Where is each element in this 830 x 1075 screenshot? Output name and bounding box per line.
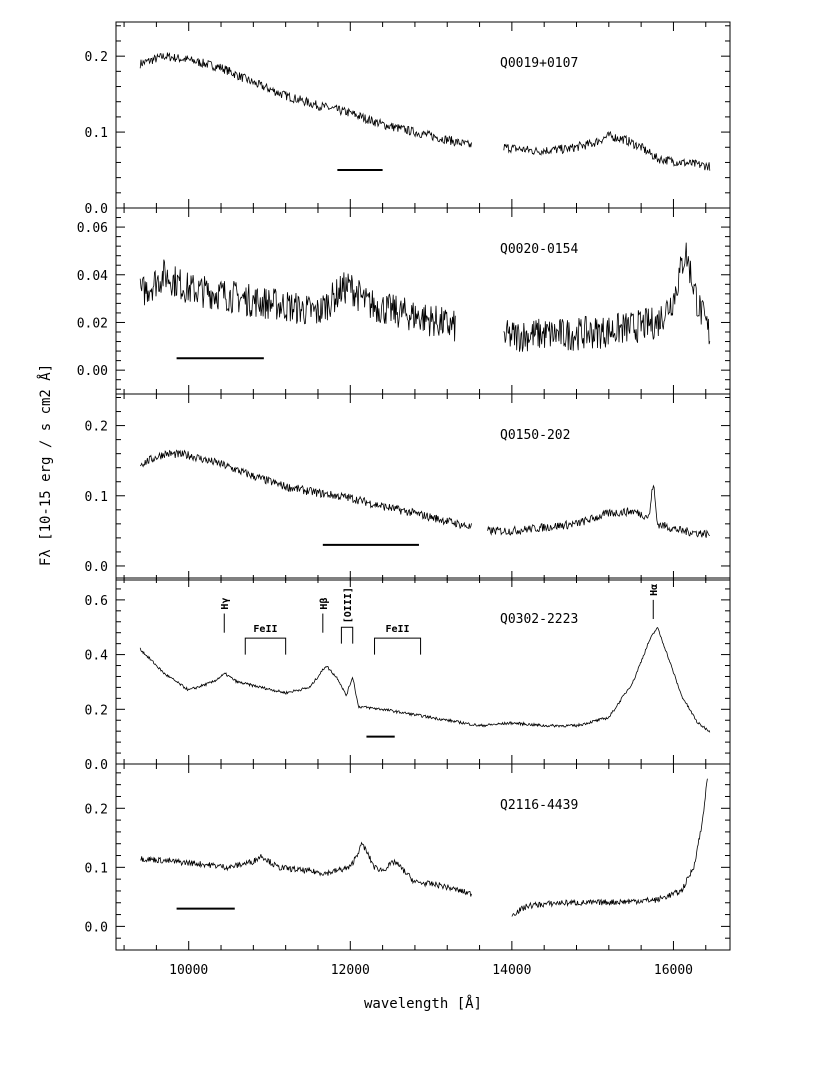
x-tick-label: 16000 [654,963,693,978]
panel-frame [115,207,731,395]
spectrum-series [139,52,472,148]
panel-frame [115,763,731,951]
y-tick-label: 0.00 [77,364,108,379]
panel-frame [115,21,731,209]
line-label: [OIII] [343,587,354,623]
y-tick-label: 0.0 [85,560,108,575]
x-tick-label: 10000 [169,963,208,978]
y-tick-label: 0.4 [85,649,109,664]
spectrum-series [503,130,711,171]
line-label: FeII [253,624,277,635]
x-tick-label: 12000 [331,963,370,978]
y-axis-title: Fλ [10-15 erg / s cm2 Å] [37,364,54,566]
y-tick-label: 0.04 [77,269,108,284]
spectrum-series [139,449,472,530]
panel-5: 0.0 0.1 0.2 Q2116-4439 [85,763,731,951]
object-name-label: Q0150-202 [500,428,570,443]
line-label: Hα [649,584,660,596]
object-name-label: Q2116-4439 [500,798,578,813]
y-tick-label: 0.0 [85,758,108,773]
panel-4: 0.0 0.2 0.4 0.6 Q0302-2223 Hγ FeII Hβ [OIII] FeII… [85,577,731,773]
y-tick-label: 0.1 [85,490,108,505]
y-tick-label: 0.1 [85,861,108,876]
y-tick-label: 0.2 [85,802,108,817]
panels-group: 0.0 0.1 0.2 Q0019+0107 0.00 0.02 0.04 0.06 Q0020… [77,21,731,978]
y-tick-label: 0.02 [77,316,108,331]
y-tick-label: 0.2 [85,703,108,718]
spectrum-series [140,841,472,897]
line-bracket [340,626,354,644]
object-name-label: Q0019+0107 [500,56,578,71]
y-tick-label: 0.2 [85,50,108,65]
y-tick-label: 0.0 [85,920,108,935]
line-label: Hβ [319,598,330,610]
y-tick-label: 0.2 [85,420,108,435]
object-name-label: Q0302-2223 [500,612,578,627]
line-label: Hγ [220,598,231,610]
panel-3: 0.0 0.1 0.2 Q0150-202 [85,393,731,581]
spectrum-series [139,259,456,342]
spectrum-series [503,242,711,352]
panel-frame [115,393,731,581]
y-tick-label: 0.6 [85,594,108,609]
line-label: FeII [386,624,410,635]
y-tick-label: 0.06 [77,221,108,236]
y-tick-label: 0.0 [85,202,108,217]
spectrum-series [511,778,708,917]
line-bracket [244,637,287,655]
object-name-label: Q0020-0154 [500,242,578,257]
line-bracket [374,637,422,655]
x-tick-label: 14000 [492,963,531,978]
panel-2: 0.00 0.02 0.04 0.06 Q0020-0154 [77,207,731,395]
spectrum-series [139,627,711,733]
spectrum-series [487,484,711,538]
x-axis-title: wavelength [Å] [364,995,482,1012]
y-tick-label: 0.1 [85,126,108,141]
panel-1: 0.0 0.1 0.2 Q0019+0107 [85,21,731,217]
